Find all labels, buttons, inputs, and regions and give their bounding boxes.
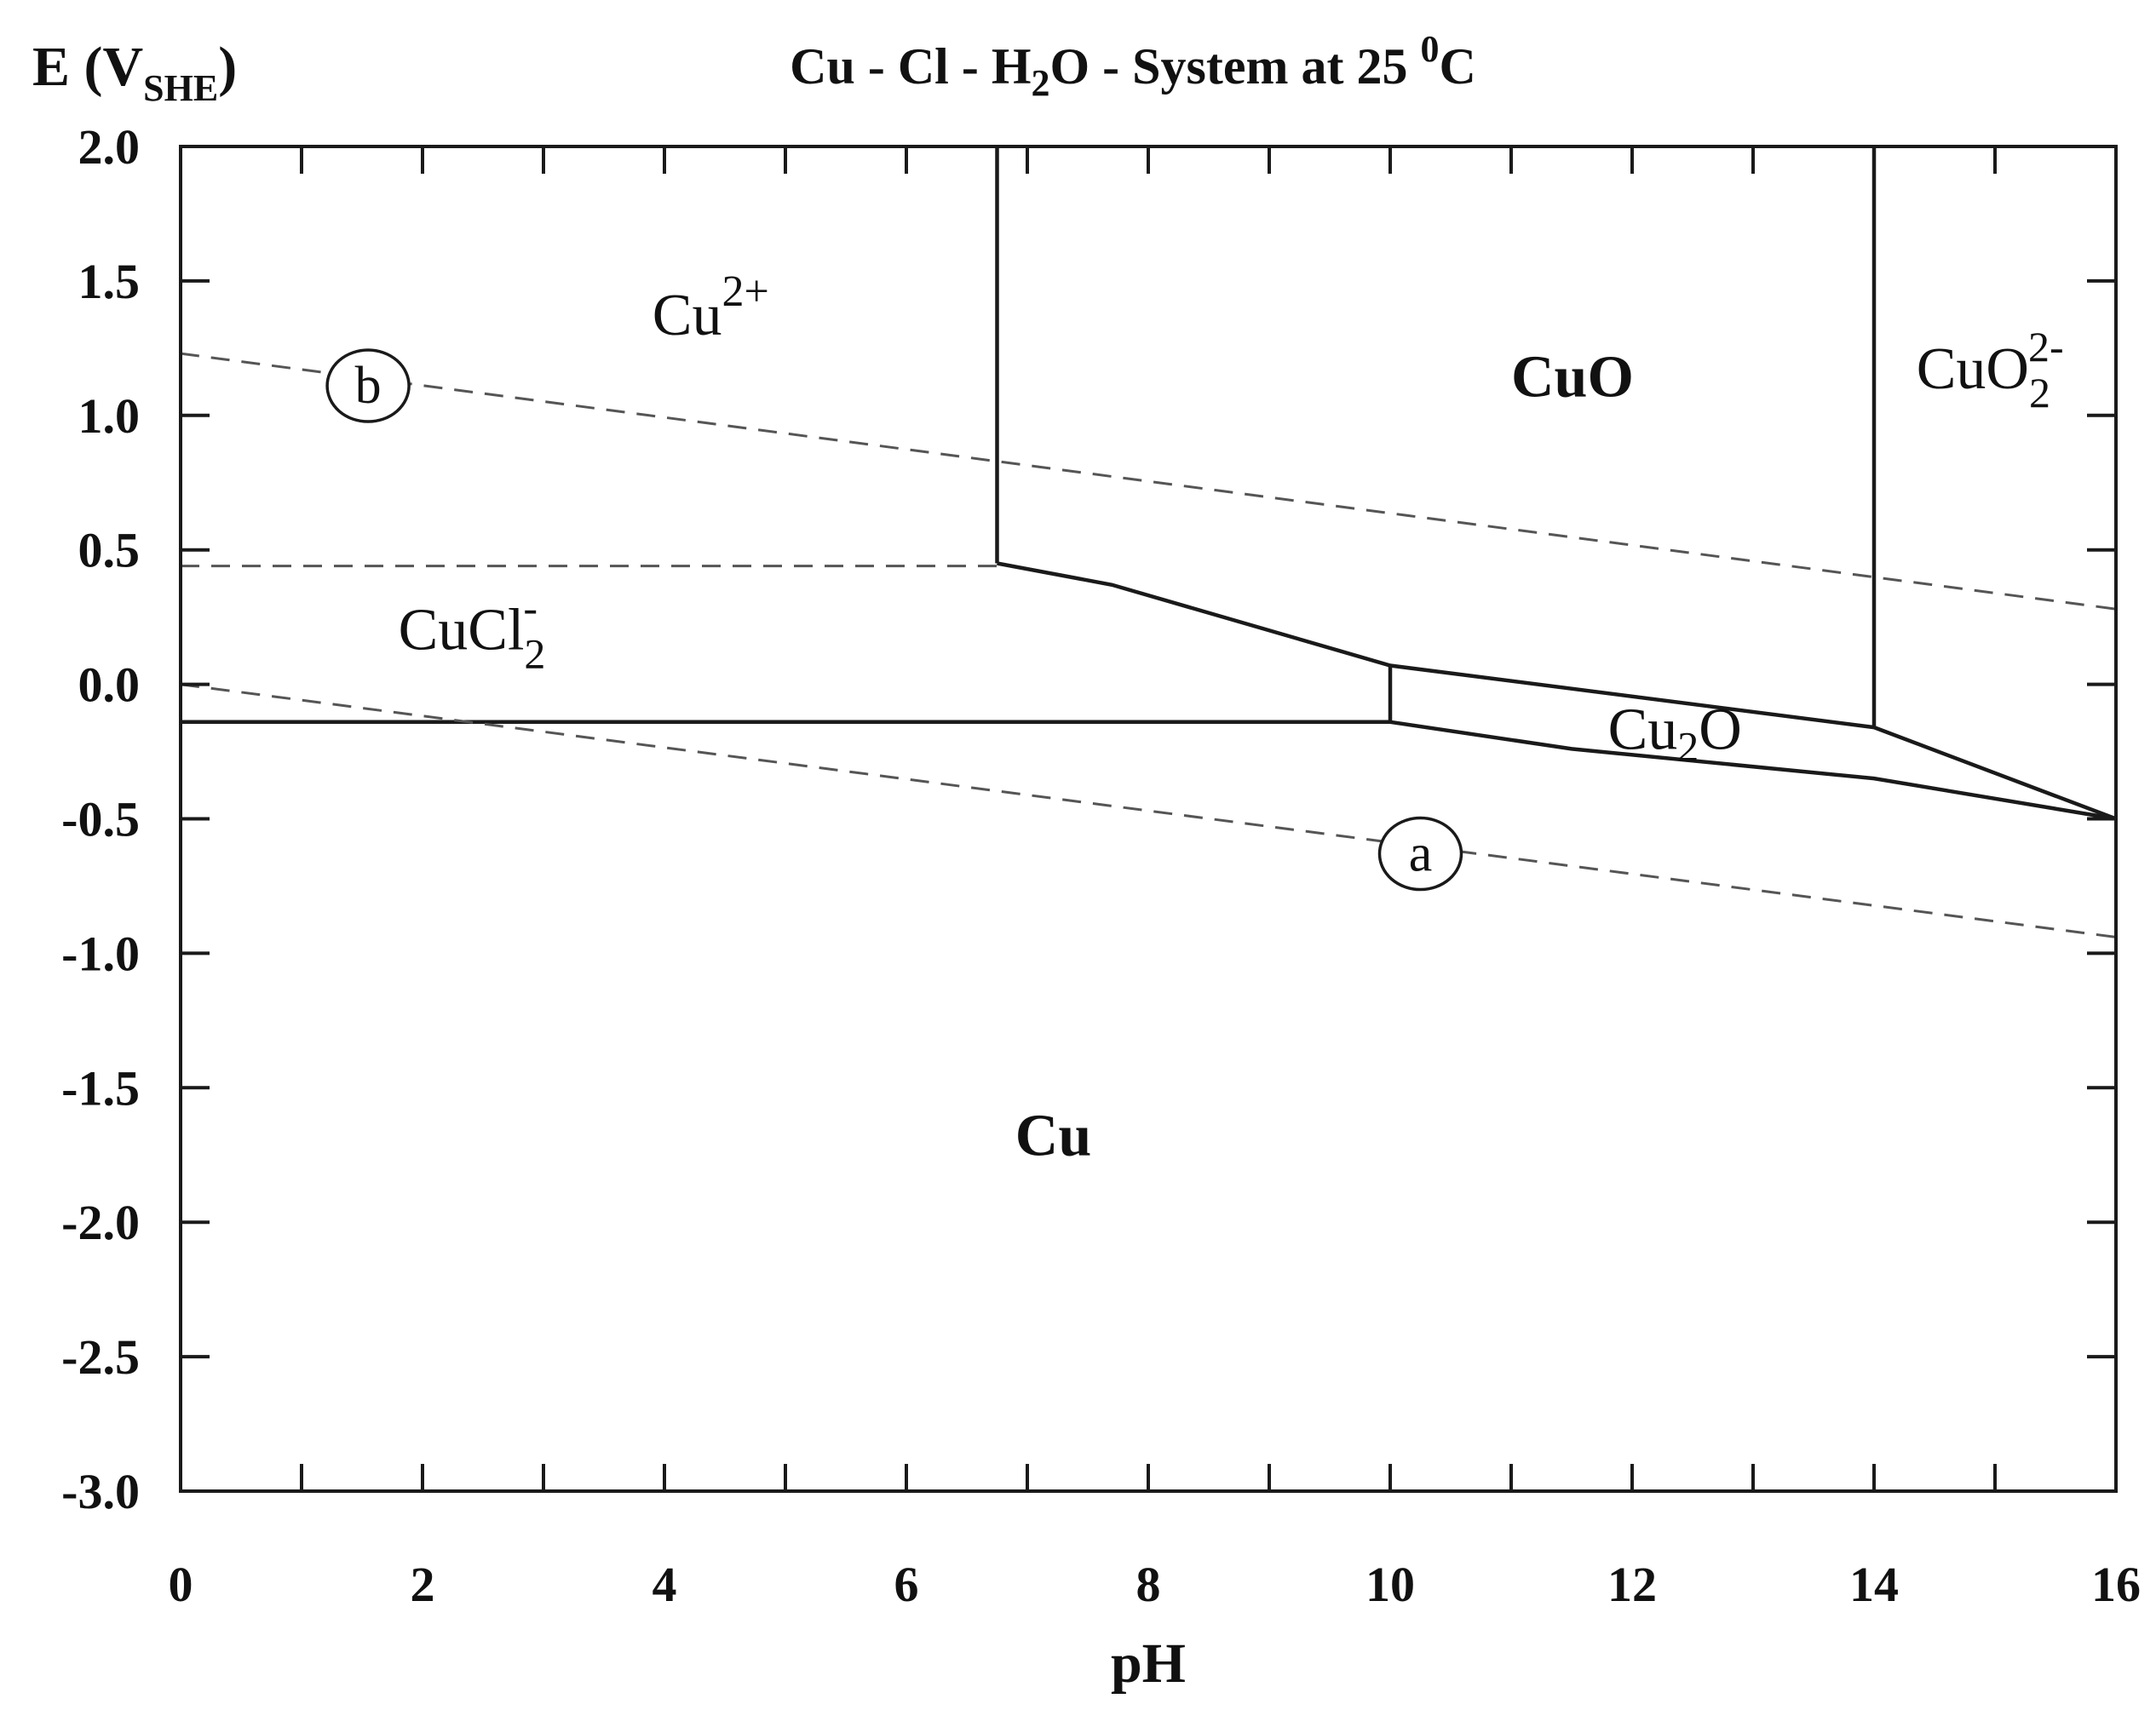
boundary-cuo-lower — [997, 561, 2117, 821]
title-superscript: 0 — [1420, 28, 1439, 70]
x-tick-label: 0 — [169, 1557, 193, 1612]
x-tick-label: 14 — [1849, 1557, 1899, 1612]
boundary-water-line-a — [180, 683, 2117, 938]
y-tick-label: 1.5 — [78, 254, 141, 309]
title-subscript: 2 — [1032, 62, 1050, 104]
plot-frame — [179, 145, 2118, 1493]
region-label-cu2o: Cu2O — [1608, 697, 1742, 770]
y-tick-label: -3.0 — [61, 1464, 140, 1519]
y-tick-label: 0.5 — [78, 523, 141, 578]
tick-labels: 0 2 4 6 8 10 12 14 16 2.0 1.5 1.0 0.5 0.0 -0.5 -1.0 -1.5… — [61, 119, 2141, 1612]
y-tick-label: 2.0 — [78, 119, 141, 175]
circle-label-a: a — [1377, 816, 1463, 892]
circle-marker — [325, 348, 411, 423]
y-axis-title-subscript: SHE — [143, 67, 218, 109]
y-tick-label: -1.5 — [61, 1060, 140, 1116]
region-label-cu2plus: Cu2+ — [653, 267, 769, 348]
x-tick-label: 6 — [894, 1557, 919, 1612]
x-tick-label: 4 — [653, 1557, 677, 1612]
circle-letter: a — [1409, 825, 1433, 883]
axis-ticks — [179, 145, 2118, 1493]
boundary-lines — [180, 146, 2117, 938]
region-label-cuo: CuO — [1511, 345, 1634, 410]
x-tick-label: 12 — [1607, 1557, 1657, 1612]
y-tick-label: 1.0 — [78, 388, 141, 444]
region-labels: Cu2+ CuO CuO22- CuCl2- Cu2O Cu b a — [325, 267, 2064, 1168]
circle-label-b: b — [325, 348, 411, 423]
x-tick-label: 10 — [1365, 1557, 1415, 1612]
y-tick-label: -2.5 — [61, 1329, 140, 1385]
x-tick-label: 8 — [1136, 1557, 1161, 1612]
y-tick-label: -0.5 — [61, 792, 140, 847]
x-tick-label: 2 — [411, 1557, 435, 1612]
region-label-cuo2: CuO22- — [1917, 323, 2064, 416]
circle-letter: b — [355, 357, 382, 415]
x-tick-label: 16 — [2091, 1557, 2141, 1612]
boundary-cu2o-cu — [1389, 720, 2117, 821]
x-axis-title: pH — [1111, 1633, 1186, 1695]
region-label-cucl2: CuCl2- — [399, 584, 546, 678]
y-tick-label: -1.0 — [61, 926, 140, 981]
circle-marker — [1377, 816, 1463, 892]
y-tick-label: -2.0 — [61, 1195, 140, 1250]
boundary-water-line-b — [180, 352, 2117, 611]
chart-title: Cu - Cl - H2O - System at 25 0C — [790, 28, 1476, 104]
region-label-cu: Cu — [1015, 1103, 1091, 1168]
y-axis-title: E (VSHE) — [32, 36, 237, 109]
y-tick-label: 0.0 — [78, 657, 141, 713]
